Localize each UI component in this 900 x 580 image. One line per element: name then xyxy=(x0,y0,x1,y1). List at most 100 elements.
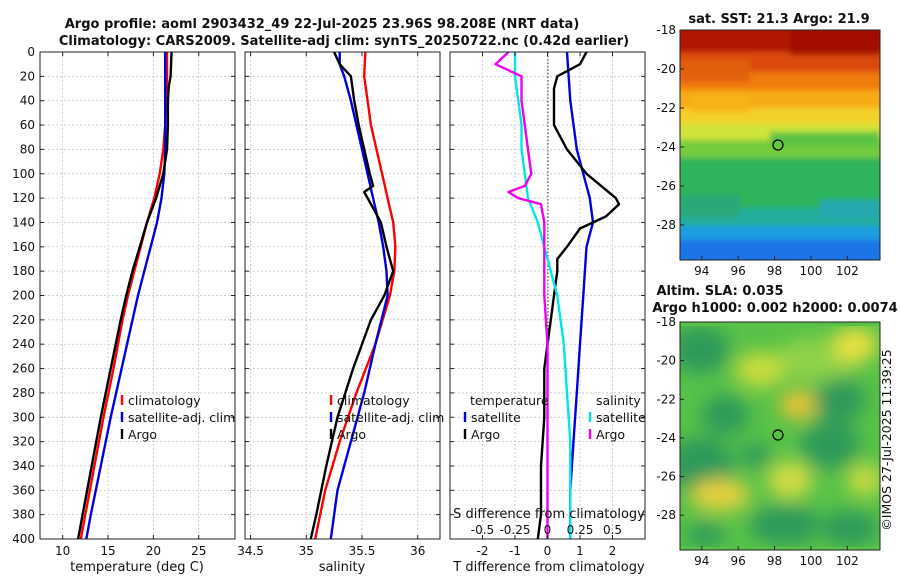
t-difference-xlabel: T difference from climatology xyxy=(452,560,645,575)
depth-tick-label: 260 xyxy=(12,362,35,376)
series-t-argo xyxy=(536,52,621,539)
series-t-satellite xyxy=(565,52,595,539)
temperature-lines xyxy=(76,52,173,539)
figure-title-line2: Climatology: CARS2009. Satellite-adj cli… xyxy=(59,34,629,49)
series-argo xyxy=(76,52,173,539)
temperature-xlabel: temperature (deg C) xyxy=(70,560,204,575)
map-x-tick-label: 98 xyxy=(767,554,782,568)
s-tick-label: -0.5 xyxy=(471,523,494,537)
map-y-tick-label: -20 xyxy=(656,62,676,76)
map-x-tick-label: 102 xyxy=(836,264,859,278)
map-y-tick-label: -22 xyxy=(656,392,676,406)
depth-tick-label: 240 xyxy=(12,337,35,351)
legend-label: Argo xyxy=(471,427,500,442)
map-y-tick-label: -22 xyxy=(656,101,676,115)
difference-ticks: -2 -1 0 1 2 xyxy=(450,51,645,558)
map-y-tick-label: -26 xyxy=(656,179,676,193)
difference-panel: -2 -1 0 1 2 S difference from climatology -0… xyxy=(449,51,646,575)
legend-label: Argo xyxy=(128,427,157,442)
depth-tick-label: 180 xyxy=(12,264,35,278)
map-y-tick-label: -20 xyxy=(656,354,676,368)
series-satellite-adj-clim xyxy=(329,52,389,539)
map-x-tick-label: 102 xyxy=(836,554,859,568)
legend-label: satellite xyxy=(471,410,521,425)
map-x-tick-label: 96 xyxy=(731,264,746,278)
legend-label: satellite xyxy=(596,410,646,425)
x-tick-label: 25 xyxy=(191,544,206,558)
s-tick-label: 0.5 xyxy=(603,523,622,537)
sst-map-ticks: 94 96 98 100 102 -18 -20 -22 -24 -26 -28 xyxy=(656,23,858,278)
depth-tick-label: 220 xyxy=(12,313,35,327)
salinity-panel: 34.5 35 35.5 36 salinity climatology satelli… xyxy=(237,51,444,575)
sla-argo-marker xyxy=(772,429,784,441)
legend-label: climatology xyxy=(128,393,201,408)
depth-tick-label: 120 xyxy=(12,191,35,205)
temperature-panel: 0 20 40 60 80 100 120 140 160 180 200 220 240 260 280 3… xyxy=(12,45,236,575)
salinity-lines xyxy=(309,52,397,539)
sla-map-image xyxy=(680,322,880,550)
legend-heading-salinity: salinity xyxy=(596,393,641,408)
series-s-satellite xyxy=(513,52,572,539)
map-y-tick-label: -24 xyxy=(656,431,676,445)
s-tick-label: 0 xyxy=(544,523,552,537)
temperature-legend: climatology satellite-adj. clim Argo xyxy=(120,393,235,442)
s-tick-label: 0.25 xyxy=(567,523,594,537)
depth-tick-label: 140 xyxy=(12,215,35,229)
series-argo xyxy=(309,52,395,539)
map-y-tick-label: -24 xyxy=(656,140,676,154)
legend-label: Argo xyxy=(337,427,366,442)
sla-map: Altim. SLA: 0.035 Argo h1000: 0.002 h200… xyxy=(652,284,897,568)
depth-tick-label: 360 xyxy=(12,483,35,497)
x-tick-label: -2 xyxy=(477,544,489,558)
salinity-legend: climatology satellite-adj. clim Argo xyxy=(329,393,444,442)
difference-lines xyxy=(494,52,621,539)
series-s-argo xyxy=(494,52,549,539)
sst-map: sat. SST: 21.3 Argo: 21.9 xyxy=(656,12,881,278)
depth-tick-label: 320 xyxy=(12,435,35,449)
temperature-ticks: 0 20 40 60 80 100 120 140 160 180 200 220 240 260 280 3… xyxy=(12,45,235,558)
sst-argo-marker xyxy=(772,139,784,151)
depth-tick-label: 80 xyxy=(20,142,35,156)
map-x-tick-label: 94 xyxy=(694,264,709,278)
depth-tick-label: 0 xyxy=(27,45,35,59)
s-difference-ticks: -0.5 -0.25 0 0.25 0.5 xyxy=(471,523,622,537)
x-tick-label: 20 xyxy=(146,544,161,558)
x-tick-label: 35.5 xyxy=(349,544,376,558)
depth-tick-label: 300 xyxy=(12,410,35,424)
sla-map-frame xyxy=(679,321,881,551)
series-climatology xyxy=(314,52,397,539)
sst-map-frame xyxy=(679,29,881,261)
salinity-grid xyxy=(245,51,440,540)
series-satellite-adj-clim xyxy=(85,52,167,539)
map-y-tick-label: -26 xyxy=(656,470,676,484)
sla-map-title2: Argo h1000: 0.002 h2000: 0.0074 xyxy=(652,301,897,316)
map-y-tick-label: -18 xyxy=(656,23,676,37)
copyright-stamp: ©IMOS 27-Jul-2025 11:39:25 xyxy=(879,349,894,530)
map-x-tick-label: 100 xyxy=(799,554,822,568)
x-tick-label: 0 xyxy=(544,544,552,558)
map-y-tick-label: -18 xyxy=(656,315,676,329)
s-difference-label: S difference from climatology xyxy=(453,507,645,522)
depth-tick-label: 280 xyxy=(12,386,35,400)
map-x-tick-label: 98 xyxy=(767,264,782,278)
map-x-tick-label: 96 xyxy=(731,554,746,568)
sla-map-ticks: 94 96 98 100 102 -18 -20 -22 -24 -26 -28 xyxy=(656,315,858,568)
map-x-tick-label: 94 xyxy=(694,554,709,568)
sst-map-image xyxy=(680,30,880,260)
legend-label: Argo xyxy=(596,427,625,442)
x-tick-label: -1 xyxy=(509,544,521,558)
depth-tick-label: 400 xyxy=(12,532,35,546)
depth-tick-label: 20 xyxy=(20,69,35,83)
x-tick-label: 36 xyxy=(410,544,425,558)
x-tick-label: 15 xyxy=(100,544,115,558)
x-tick-label: 2 xyxy=(609,544,617,558)
salinity-ticks: 34.5 35 35.5 36 xyxy=(237,51,440,558)
map-x-tick-label: 100 xyxy=(799,264,822,278)
depth-tick-label: 340 xyxy=(12,459,35,473)
map-y-tick-label: -28 xyxy=(656,508,676,522)
legend-label: satellite-adj. clim xyxy=(337,410,444,425)
legend-heading-temperature: temperature xyxy=(470,393,549,408)
depth-tick-label: 40 xyxy=(20,94,35,108)
s-tick-label: -0.25 xyxy=(499,523,530,537)
